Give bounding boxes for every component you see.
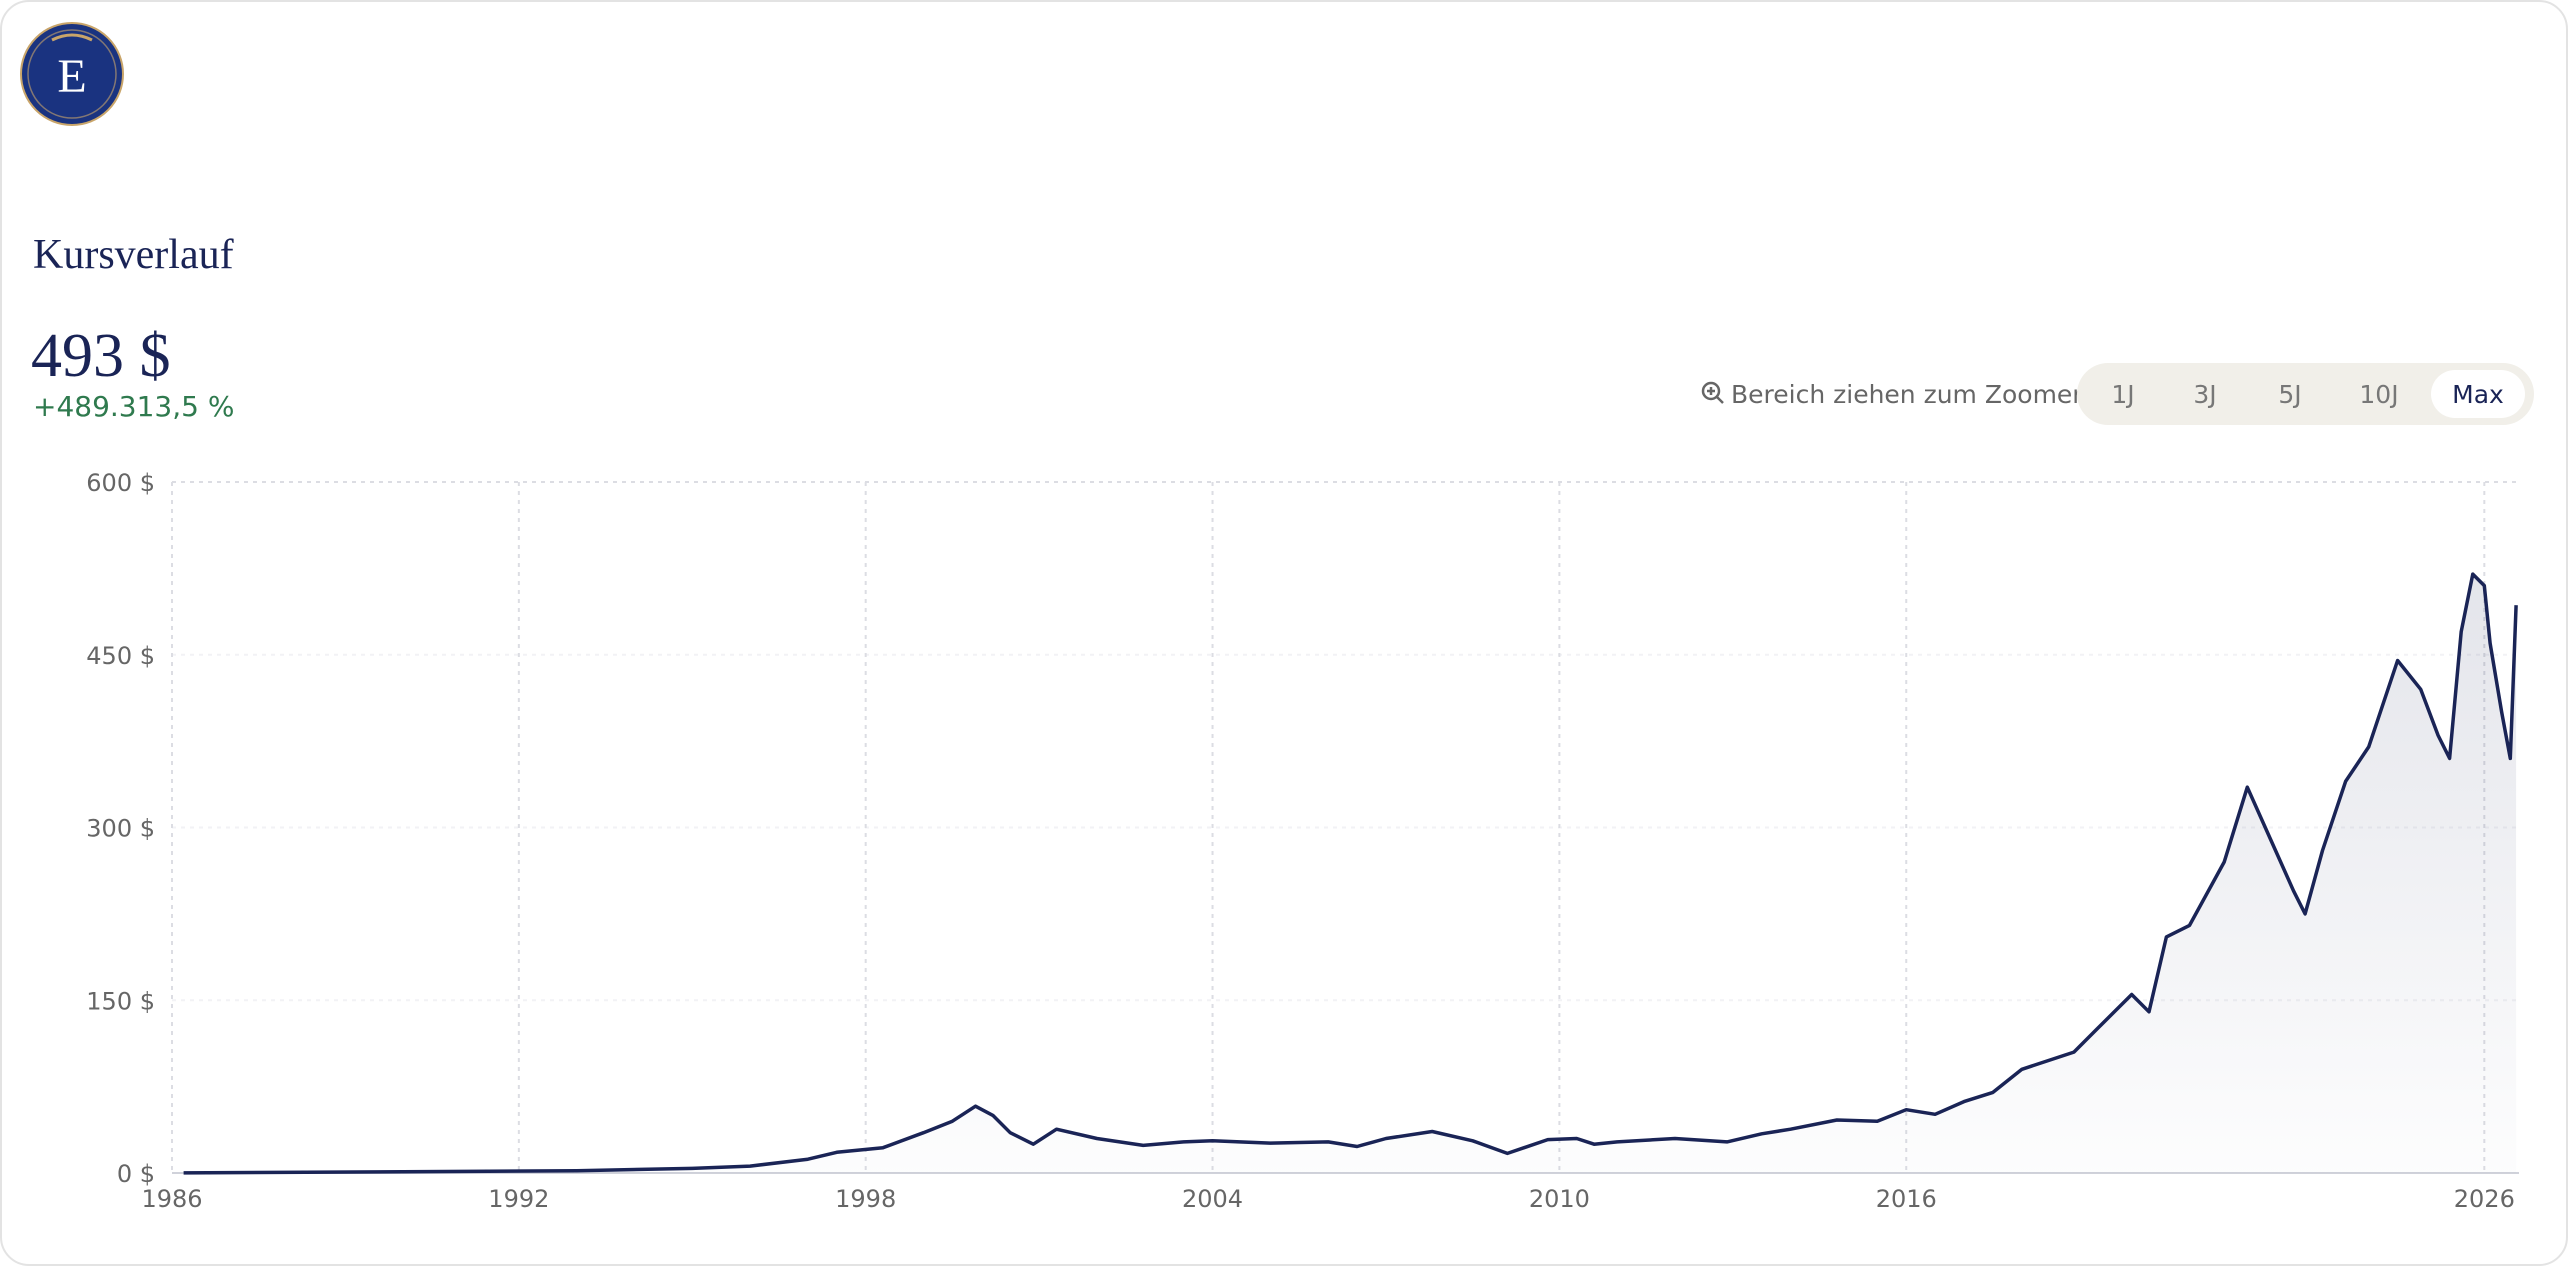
x-tick-label: 1998 [835, 1185, 896, 1213]
change: +489.313,5 % [33, 390, 234, 423]
logo[interactable] [20, 22, 124, 126]
range-button[interactable]: 5J [2278, 380, 2301, 409]
y-tick-label: 0 $ [117, 1160, 155, 1188]
zoom-icon [1701, 381, 1724, 404]
logo-arc [51, 33, 93, 42]
x-tick-label: 1992 [488, 1185, 549, 1213]
range-button[interactable]: Max [2452, 380, 2504, 409]
logo-letter: E [57, 50, 86, 103]
y-tick-label: 150 $ [86, 987, 155, 1015]
range-button[interactable]: 1J [2111, 380, 2134, 409]
area [183, 574, 2517, 1173]
price: 493 $ [31, 322, 171, 390]
range-button[interactable]: 10J [2359, 380, 2398, 409]
range-active [2431, 370, 2525, 418]
y-tick-label: 300 $ [86, 815, 155, 843]
y-tick-label: 450 $ [86, 642, 155, 670]
x-tick-label: 2026 [2454, 1185, 2515, 1213]
x-tick-label: 2004 [1182, 1185, 1243, 1213]
range-button[interactable]: 3J [2193, 380, 2216, 409]
zoom-hint: Bereich ziehen zum Zoomen [1731, 380, 2088, 409]
y-tick-label: 600 $ [86, 469, 155, 497]
logo-ring [27, 29, 117, 119]
x-tick-label: 2016 [1876, 1185, 1937, 1213]
range-selector [2077, 363, 2534, 425]
price-line [183, 572, 2518, 1175]
x-tick-label: 2010 [1529, 1185, 1590, 1213]
chart-title: Kursverlauf [33, 232, 234, 278]
x-tick-label: 1986 [141, 1185, 202, 1213]
